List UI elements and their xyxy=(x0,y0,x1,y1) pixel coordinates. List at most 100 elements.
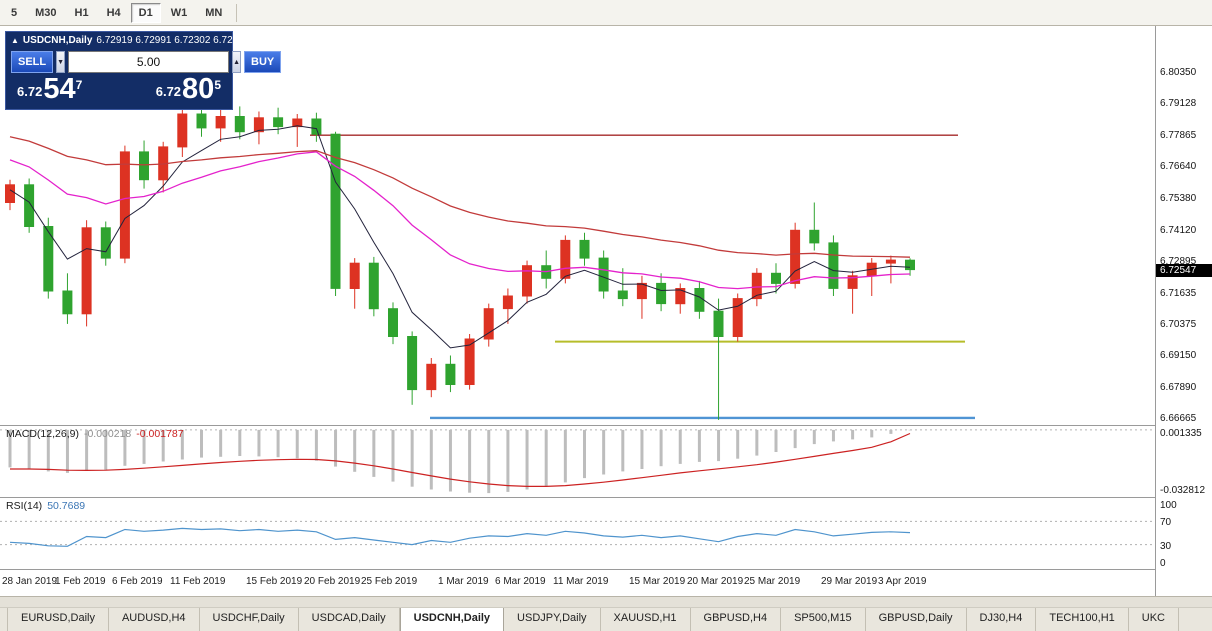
current-price-badge: 6.72547 xyxy=(1156,264,1212,277)
price-axis-label: 6.69150 xyxy=(1160,350,1197,361)
one-click-trade-panel: ▲ USDCNH,Daily 6.72919 6.72991 6.72302 6… xyxy=(5,31,282,110)
timeframe-toolbar: 5 M30 H1 H4 D1 W1 MN xyxy=(0,0,1212,26)
date-axis-label: 1 Feb 2019 xyxy=(55,576,106,587)
horizontal-lines xyxy=(310,134,975,420)
macd-main-value: -0.000218 xyxy=(83,428,132,440)
trade-controls-row: SELL ▼ ▲ BUY xyxy=(11,51,282,73)
chart-tab-usdjpy-daily[interactable]: USDJPY,Daily xyxy=(504,608,601,631)
price-axis-label: 6.67890 xyxy=(1160,382,1197,393)
date-axis-label: 28 Jan 2019 xyxy=(2,576,58,587)
timeframe-button-5[interactable]: 5 xyxy=(3,3,25,23)
chart-tab-usdcad-daily[interactable]: USDCAD,Daily xyxy=(299,608,400,631)
rsi-scale-label: 0 xyxy=(1160,558,1166,569)
chart-symbol-title: USDCNH,Daily xyxy=(22,35,93,46)
macd-canvas[interactable] xyxy=(0,426,1155,497)
macd-scale-max: 0.001335 xyxy=(1160,428,1202,439)
price-axis-label: 6.75380 xyxy=(1160,193,1197,204)
ma-medium xyxy=(9,151,911,290)
date-axis[interactable]: 28 Jan 2019 1 Feb 2019 6 Feb 2019 11 Feb 20… xyxy=(0,570,1155,596)
price-axis-label: 6.71635 xyxy=(1160,288,1197,299)
sell-price-display[interactable]: 6.72 54 7 xyxy=(17,73,83,105)
volume-increase-icon[interactable]: ▲ xyxy=(232,51,241,73)
date-axis-label: 25 Mar 2019 xyxy=(744,576,801,587)
pane-separator[interactable] xyxy=(0,425,1212,426)
date-axis-label: 25 Feb 2019 xyxy=(361,576,418,587)
sell-price-point: 7 xyxy=(75,78,83,92)
price-axis-label: 6.72895 xyxy=(1160,256,1197,267)
buy-price-pips: 80 xyxy=(182,73,215,105)
date-axis-label: 3 Apr 2019 xyxy=(878,576,927,587)
chart-tab-ukc[interactable]: UKC xyxy=(1129,608,1179,631)
macd-signal-value: -0.001787 xyxy=(136,428,184,440)
date-axis-label: 29 Mar 2019 xyxy=(821,576,878,587)
price-axis-label: 6.79128 xyxy=(1160,98,1197,109)
timeframe-button-m30[interactable]: M30 xyxy=(27,3,64,23)
collapse-trade-panel-icon[interactable]: ▲ xyxy=(11,36,19,45)
date-axis-label: 20 Mar 2019 xyxy=(687,576,744,587)
chart-hscroll-area[interactable] xyxy=(0,596,1212,607)
main-chart-canvas[interactable] xyxy=(0,26,1155,425)
rsi-name: RSI(14) xyxy=(6,500,43,512)
rsi-scale-label: 100 xyxy=(1160,500,1177,511)
buy-price-display[interactable]: 6.72 80 5 xyxy=(155,73,221,105)
chart-tab-gbpusd-daily[interactable]: GBPUSD,Daily xyxy=(866,608,967,631)
date-axis-label: 6 Mar 2019 xyxy=(495,576,546,587)
date-axis-label: 6 Feb 2019 xyxy=(112,576,163,587)
timeframe-button-h4[interactable]: H4 xyxy=(99,3,129,23)
macd-histogram xyxy=(8,429,912,494)
chart-tab-bar: EURUSD,Daily AUDUSD,H4 USDCHF,Daily USDCAD,… xyxy=(0,607,1212,631)
moving-averages xyxy=(9,125,911,349)
chart-tab-eurusd-daily[interactable]: EURUSD,Daily xyxy=(8,608,109,631)
sell-price-pips: 54 xyxy=(43,73,76,105)
buy-price-point: 5 xyxy=(214,78,221,92)
pane-separator[interactable] xyxy=(0,497,1212,498)
timeframe-button-w1[interactable]: W1 xyxy=(163,3,196,23)
main-price-pane xyxy=(0,26,1155,425)
toolbar-separator xyxy=(236,3,238,22)
pane-separator[interactable] xyxy=(0,569,1212,570)
timeframe-button-d1[interactable]: D1 xyxy=(130,2,161,23)
chart-tab-audusd-h4[interactable]: AUDUSD,H4 xyxy=(109,608,200,631)
chart-tab-usdchf-daily[interactable]: USDCHF,Daily xyxy=(200,608,299,631)
price-axis[interactable]: 6.72547 0.001335 -0.032812 6.80350 6.7912… xyxy=(1155,26,1212,596)
date-axis-label: 15 Feb 2019 xyxy=(246,576,303,587)
macd-scale-min: -0.032812 xyxy=(1160,485,1206,496)
volume-input[interactable] xyxy=(68,51,230,73)
macd-indicator-pane: MACD(12,26,9) -0.000218 -0.001787 xyxy=(0,426,1155,497)
price-axis-label: 6.70375 xyxy=(1160,319,1197,330)
rsi-indicator-pane: RSI(14) 50.7689 xyxy=(0,498,1155,569)
sell-price-prefix: 6.72 xyxy=(17,83,43,99)
quote-prices: 6.72 54 7 6.72 80 5 xyxy=(11,73,227,105)
date-axis-label: 20 Feb 2019 xyxy=(304,576,361,587)
sell-button[interactable]: SELL xyxy=(11,51,54,73)
macd-signal-line xyxy=(10,432,911,488)
rsi-canvas[interactable] xyxy=(0,498,1155,569)
rsi-label: RSI(14) 50.7689 xyxy=(6,500,85,512)
volume-decrease-icon[interactable]: ▼ xyxy=(56,51,66,73)
chart-ohlc-readout: 6.72919 6.72991 6.72302 6.72547 xyxy=(96,35,250,46)
tab-bar-spacer xyxy=(0,608,8,631)
buy-price-prefix: 6.72 xyxy=(155,83,182,99)
rsi-value: 50.7689 xyxy=(47,500,86,512)
timeframe-button-h1[interactable]: H1 xyxy=(67,3,97,23)
chart-tab-xauusd-h1[interactable]: XAUUSD,H1 xyxy=(601,608,691,631)
price-axis-label: 6.66665 xyxy=(1160,413,1197,424)
ma-slow xyxy=(9,136,911,258)
chart-tab-tech100-h1[interactable]: TECH100,H1 xyxy=(1036,608,1129,631)
timeframe-button-mn[interactable]: MN xyxy=(197,3,230,23)
buy-button[interactable]: BUY xyxy=(244,51,282,73)
macd-label: MACD(12,26,9) -0.000218 -0.001787 xyxy=(6,428,184,440)
chart-tab-sp500-m15[interactable]: SP500,M15 xyxy=(781,608,866,631)
date-axis-label: 11 Mar 2019 xyxy=(553,576,609,587)
chart-title-row: ▲ USDCNH,Daily 6.72919 6.72991 6.72302 6… xyxy=(11,35,249,46)
chart-tab-dj30-h4[interactable]: DJ30,H4 xyxy=(967,608,1037,631)
rsi-line xyxy=(9,527,911,547)
ma-fast xyxy=(9,125,911,349)
price-axis-label: 6.80350 xyxy=(1160,67,1197,78)
rsi-scale-label: 70 xyxy=(1160,517,1172,528)
date-axis-label: 1 Mar 2019 xyxy=(438,576,489,587)
chart-tab-gbpusd-h4[interactable]: GBPUSD,H4 xyxy=(691,608,782,631)
price-axis-label: 6.77865 xyxy=(1160,130,1197,141)
chart-tab-usdcnh-daily[interactable]: USDCNH,Daily xyxy=(399,608,505,631)
